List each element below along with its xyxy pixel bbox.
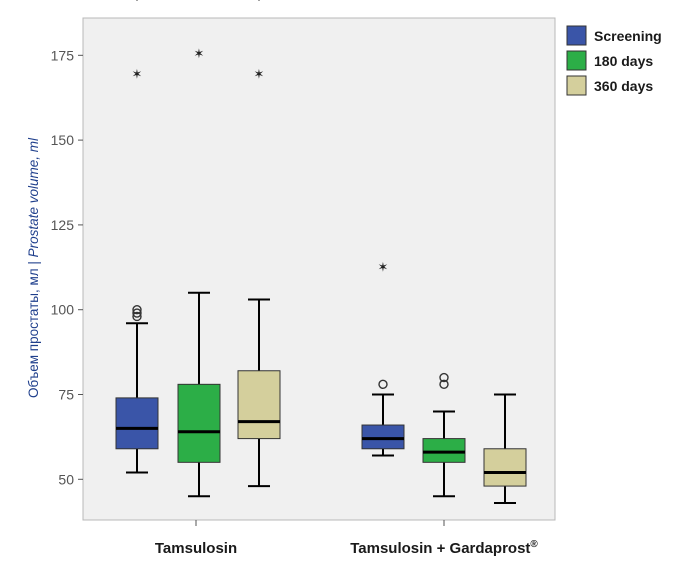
y-axis: 50 75 100 125 150 175 — [51, 47, 83, 487]
plot-area — [82, 17, 556, 521]
legend-item: Screening — [566, 25, 662, 46]
significance-bracket: P=0,111 — [136, 0, 260, 2]
x-category-label: Tamsulosin — [155, 540, 237, 557]
bracket-line — [136, 0, 260, 2]
outlier-circle — [132, 311, 142, 322]
outlier-circle — [132, 305, 142, 315]
box-series — [115, 291, 527, 505]
outlier-circle — [378, 379, 388, 390]
y-tick-label: 75 — [58, 387, 74, 403]
outlier-star: ✶ — [194, 47, 205, 62]
y-tick-label: 150 — [51, 132, 75, 148]
significance-brackets: P=0,111P=0,194P=0,006P<0,001P=0,001P<0,0… — [136, 0, 260, 2]
legend-label: 360 days — [594, 78, 653, 94]
outlier-star: ✶ — [132, 67, 143, 82]
y-tick-label: 100 — [51, 302, 75, 318]
iqr-box — [361, 424, 405, 450]
outlier-points: ✶ ✶ ✶ ✶ — [132, 47, 449, 390]
y-tick-label: 175 — [51, 47, 75, 63]
outlier-star: ✶ — [254, 67, 265, 82]
box-screening — [115, 322, 159, 474]
iqr-box — [115, 397, 159, 450]
outlier-star: ✶ — [378, 261, 389, 276]
box-360-days — [237, 298, 281, 488]
legend-swatch — [566, 25, 587, 46]
iqr-box — [177, 383, 221, 463]
legend-item: 180 days — [566, 50, 653, 71]
box-180-days — [422, 410, 466, 498]
y-axis-label-en: Prostate volume, ml — [26, 137, 41, 257]
x-category-label: Tamsulosin + Gardaprost® — [350, 539, 538, 557]
legend: Screening 180 days 360 days — [566, 25, 662, 96]
x-axis: Tamsulosin Tamsulosin + Gardaprost® — [155, 520, 538, 557]
legend-label: Screening — [594, 28, 662, 44]
iqr-box — [237, 370, 281, 440]
y-axis-label-ru: Объем простаты, мл | — [26, 257, 41, 398]
box-180-days — [177, 291, 221, 498]
outlier-circle — [439, 379, 449, 390]
legend-swatch — [566, 75, 587, 96]
y-axis-label: Объем простаты, мл | Prostate volume, ml — [26, 137, 41, 398]
y-tick-label: 125 — [51, 217, 75, 233]
y-tick-label: 50 — [58, 471, 74, 487]
outlier-circle — [132, 308, 142, 318]
outlier-circle — [439, 372, 449, 383]
iqr-box — [483, 448, 527, 487]
box-screening — [361, 393, 405, 457]
box-360-days — [483, 393, 527, 505]
iqr-box — [422, 438, 466, 463]
legend-swatch — [566, 50, 587, 71]
legend-label: 180 days — [594, 53, 653, 69]
legend-item: 360 days — [566, 75, 653, 96]
